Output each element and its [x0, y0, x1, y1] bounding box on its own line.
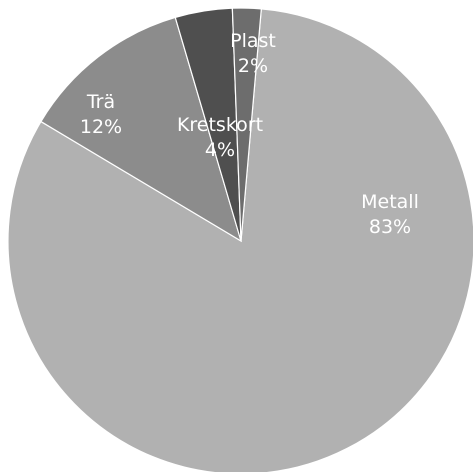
- pie-slice-tr-: [40, 16, 243, 243]
- pie-slices: [7, 7, 473, 472]
- slice-label-value: 12%: [80, 116, 122, 138]
- slice-label-value: 83%: [369, 216, 411, 238]
- slice-label-value: 4%: [205, 139, 235, 161]
- slice-label-value: 2%: [238, 55, 268, 77]
- pie-slice-metall: [7, 8, 473, 472]
- pie-labels: Metall 83% Trä 12% Kretskort 4% Plast 2%: [80, 30, 419, 238]
- pie-slice-plast: [231, 7, 262, 242]
- slice-label-name: Plast: [230, 30, 276, 52]
- slice-label-name: Trä: [86, 91, 115, 113]
- slice-label-name: Kretskort: [177, 114, 263, 136]
- slice-label-name: Metall: [361, 191, 419, 213]
